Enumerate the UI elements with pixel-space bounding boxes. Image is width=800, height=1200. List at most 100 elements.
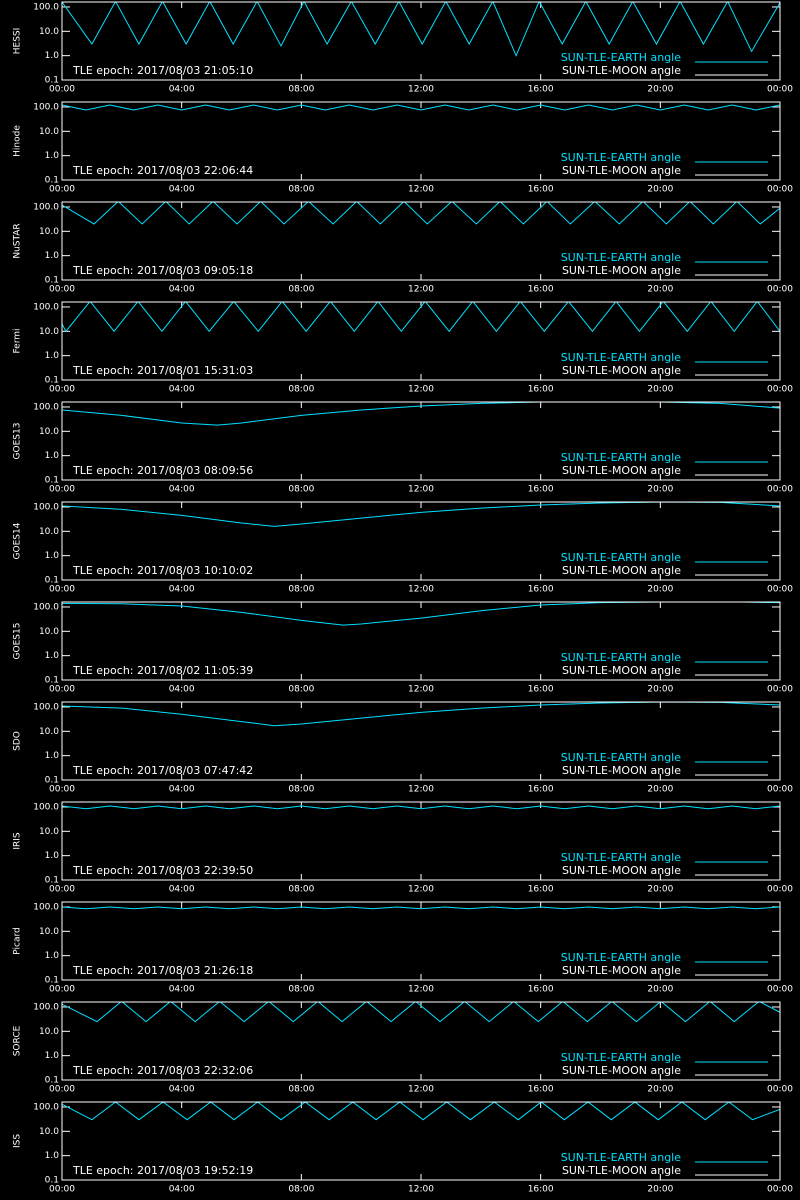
panel: 00:00 04:00 08:00 12:00 16:00 20:00 00:00 100.0… xyxy=(13,701,793,795)
y-tick-label: 10.0 xyxy=(39,327,59,337)
x-tick-label: 00:00 xyxy=(767,285,793,295)
y-tick-label: 100.0 xyxy=(33,202,59,212)
plot-area xyxy=(62,1002,780,1023)
x-tick-label: 20:00 xyxy=(647,885,673,895)
x-tick-label: 00:00 xyxy=(767,885,793,895)
annotation: TLE epoch: 2017/08/03 07:47:42 xyxy=(72,764,253,777)
x-tick-label: 12:00 xyxy=(408,585,434,595)
panel: 00:00 04:00 08:00 12:00 16:00 20:00 00:00 100.0… xyxy=(13,1001,793,1095)
y-tick-label: 100.0 xyxy=(33,1002,59,1012)
plot-frame xyxy=(61,701,781,781)
x-tick-label: 12:00 xyxy=(408,1185,434,1195)
x-tick-label: 00:00 xyxy=(767,85,793,95)
y-tick-label: 0.1 xyxy=(45,276,59,286)
legend-label: SUN-TLE-EARTH angle xyxy=(561,651,682,664)
panel: 00:00 04:00 08:00 12:00 16:00 20:00 00:00 100.0… xyxy=(13,301,793,395)
y-tick-label: 10.0 xyxy=(39,927,59,937)
x-tick-label: 04:00 xyxy=(169,1185,195,1195)
y-tick-label: 1.0 xyxy=(45,151,60,161)
y-tick-label: 10.0 xyxy=(39,627,59,637)
legend-label: SUN-TLE-EARTH angle xyxy=(561,251,682,264)
plot-area xyxy=(62,2,780,57)
y-tick-label: 10.0 xyxy=(39,727,59,737)
panel: 00:00 04:00 08:00 12:00 16:00 20:00 00:00 100.0… xyxy=(13,801,793,895)
y-tick-label: 100.0 xyxy=(33,802,59,812)
panel: 00:00 04:00 08:00 12:00 16:00 20:00 00:00 100.0… xyxy=(13,201,793,295)
data-line xyxy=(62,202,780,225)
x-tick-label: 20:00 xyxy=(647,1185,673,1195)
x-tick-label: 20:00 xyxy=(647,285,673,295)
x-tick-label: 00:00 xyxy=(767,585,793,595)
plot-frame xyxy=(61,901,781,981)
y-axis-label: GOES13 xyxy=(13,423,23,460)
data-line xyxy=(62,302,780,333)
x-tick-label: 04:00 xyxy=(169,185,195,195)
plot-area xyxy=(62,104,780,111)
y-tick-label: 10.0 xyxy=(39,527,59,537)
data-line xyxy=(62,1102,780,1121)
x-tick-label: 20:00 xyxy=(647,685,673,695)
plot-frame xyxy=(61,201,781,281)
y-tick-label: 1.0 xyxy=(45,1151,60,1161)
legend-label: SUN-TLE-MOON angle xyxy=(562,664,681,677)
x-tick-label: 08:00 xyxy=(288,785,314,795)
x-tick-label: 04:00 xyxy=(169,1085,195,1095)
annotation: TLE epoch: 2017/08/03 08:09:56 xyxy=(72,464,253,477)
x-tick-label: 00:00 xyxy=(49,585,75,595)
data-line xyxy=(62,906,780,910)
legend-label: SUN-TLE-MOON angle xyxy=(562,364,681,377)
x-tick-label: 00:00 xyxy=(767,1085,793,1095)
plot-area xyxy=(62,906,780,910)
panel: 00:00 04:00 08:00 12:00 16:00 20:00 00:00 100.0… xyxy=(13,601,793,695)
plot-area xyxy=(62,402,780,426)
x-tick-label: 00:00 xyxy=(767,385,793,395)
panel: 00:00 04:00 08:00 12:00 16:00 20:00 00:00 100.0… xyxy=(13,1101,793,1195)
annotation: TLE epoch: 2017/08/03 22:39:50 xyxy=(72,864,253,877)
x-tick-label: 12:00 xyxy=(408,785,434,795)
y-tick-label: 100.0 xyxy=(33,402,59,412)
plot-frame xyxy=(61,801,781,881)
annotation: TLE epoch: 2017/08/03 22:32:06 xyxy=(72,1064,253,1077)
y-tick-label: 10.0 xyxy=(39,427,59,437)
y-axis-label: GOES15 xyxy=(13,623,23,660)
y-axis-label: SORCE xyxy=(13,1025,23,1056)
y-tick-label: 100.0 xyxy=(33,702,59,712)
legend-label: SUN-TLE-EARTH angle xyxy=(561,951,682,964)
y-tick-label: 0.1 xyxy=(45,976,59,986)
legend-label: SUN-TLE-EARTH angle xyxy=(561,451,682,464)
x-tick-label: 00:00 xyxy=(49,485,75,495)
legend-label: SUN-TLE-MOON angle xyxy=(562,1164,681,1177)
legend-label: SUN-TLE-EARTH angle xyxy=(561,751,682,764)
y-tick-label: 0.1 xyxy=(45,576,59,586)
x-tick-label: 08:00 xyxy=(288,85,314,95)
y-tick-label: 0.1 xyxy=(45,1176,59,1186)
x-tick-label: 12:00 xyxy=(408,85,434,95)
x-tick-label: 20:00 xyxy=(647,785,673,795)
y-axis-label: Picard xyxy=(13,927,23,954)
x-tick-label: 08:00 xyxy=(288,585,314,595)
legend-label: SUN-TLE-MOON angle xyxy=(562,764,681,777)
x-tick-label: 12:00 xyxy=(408,885,434,895)
y-axis-label: GOES14 xyxy=(13,522,23,559)
y-tick-label: 0.1 xyxy=(45,876,59,886)
x-tick-label: 12:00 xyxy=(408,285,434,295)
y-tick-label: 10.0 xyxy=(39,227,59,237)
y-tick-label: 1.0 xyxy=(45,851,60,861)
x-tick-label: 04:00 xyxy=(169,785,195,795)
panel: 00:00 04:00 08:00 12:00 16:00 20:00 00:00 100.0… xyxy=(13,501,793,595)
legend-label: SUN-TLE-EARTH angle xyxy=(561,851,682,864)
plot-frame xyxy=(61,501,781,581)
x-tick-label: 08:00 xyxy=(288,385,314,395)
x-tick-label: 16:00 xyxy=(528,1085,554,1095)
x-tick-label: 00:00 xyxy=(767,785,793,795)
data-line xyxy=(62,402,780,426)
x-tick-label: 00:00 xyxy=(49,985,75,995)
annotation: TLE epoch: 2017/08/02 11:05:39 xyxy=(72,664,253,677)
plot-frame xyxy=(61,1001,781,1081)
x-tick-label: 00:00 xyxy=(49,1085,75,1095)
x-tick-label: 16:00 xyxy=(528,185,554,195)
data-line xyxy=(62,2,780,57)
x-tick-label: 00:00 xyxy=(767,485,793,495)
legend-label: SUN-TLE-EARTH angle xyxy=(561,551,682,564)
